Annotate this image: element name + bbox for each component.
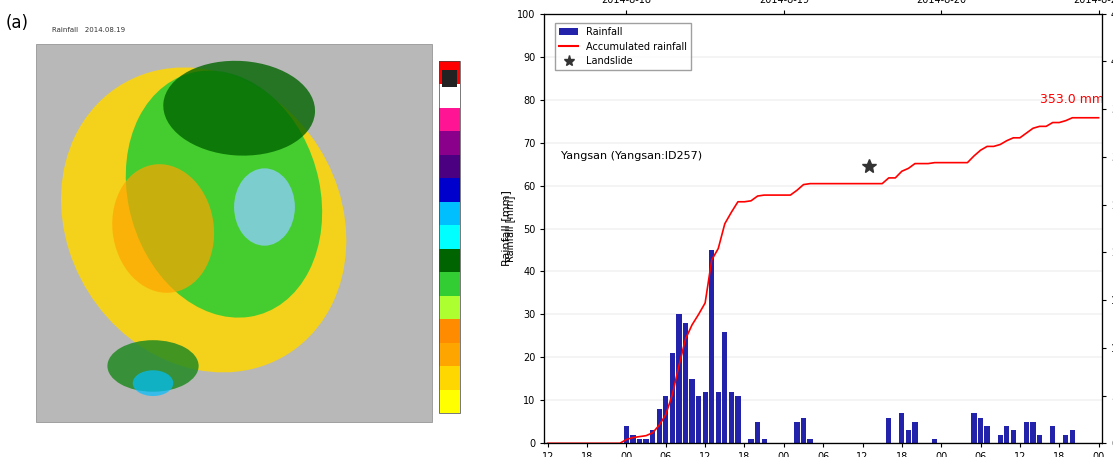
Bar [440, 225, 460, 249]
Bar [440, 296, 460, 319]
Bar [442, 69, 457, 87]
Bar [755, 422, 760, 443]
Bar [748, 439, 754, 443]
Bar [886, 418, 892, 443]
Bar [440, 343, 460, 366]
Bar [440, 85, 460, 108]
Bar [709, 250, 715, 443]
Bar [440, 178, 460, 202]
Bar [761, 439, 767, 443]
Ellipse shape [108, 340, 198, 392]
Bar [906, 430, 912, 443]
Bar [972, 413, 976, 443]
Bar [689, 379, 695, 443]
Bar [899, 413, 905, 443]
Legend: Rainfall, Accumulated rainfall, Landslide: Rainfall, Accumulated rainfall, Landslid… [555, 23, 691, 70]
Bar [702, 392, 708, 443]
Bar [795, 422, 799, 443]
Bar [1050, 426, 1055, 443]
Bar [722, 332, 728, 443]
Bar [440, 132, 460, 155]
Bar [440, 202, 460, 225]
Bar [657, 409, 662, 443]
Bar [637, 439, 642, 443]
Bar [807, 439, 812, 443]
Bar [932, 439, 937, 443]
Bar [729, 392, 733, 443]
Bar [1070, 430, 1075, 443]
Bar [440, 61, 460, 413]
Bar [663, 396, 669, 443]
Bar [801, 418, 806, 443]
Bar [643, 439, 649, 443]
Ellipse shape [61, 68, 346, 372]
Bar [978, 418, 983, 443]
Bar [440, 390, 460, 413]
Y-axis label: Rainfall [mm]: Rainfall [mm] [502, 191, 512, 266]
Bar [630, 435, 636, 443]
Bar [1031, 422, 1035, 443]
Ellipse shape [112, 164, 214, 293]
Bar [440, 366, 460, 390]
Bar [1011, 430, 1016, 443]
Ellipse shape [132, 370, 174, 396]
Bar [677, 314, 681, 443]
Bar [1004, 426, 1009, 443]
Ellipse shape [164, 61, 315, 156]
Bar [1037, 435, 1042, 443]
Text: 353.0 mm: 353.0 mm [1041, 93, 1104, 106]
Bar [683, 323, 688, 443]
Bar [650, 430, 656, 443]
Bar [440, 155, 460, 178]
Bar [440, 319, 460, 343]
Bar [440, 249, 460, 272]
Text: Rainfall   2014.08.19: Rainfall 2014.08.19 [51, 27, 125, 32]
Bar [1024, 422, 1030, 443]
Bar [1063, 435, 1068, 443]
Bar [623, 426, 629, 443]
Bar [997, 435, 1003, 443]
Bar [440, 272, 460, 296]
Bar [696, 396, 701, 443]
Bar [440, 61, 460, 85]
Bar [440, 108, 460, 132]
Ellipse shape [126, 71, 322, 318]
Bar [985, 426, 989, 443]
Text: (a): (a) [6, 14, 29, 32]
Text: Rainfall [mm]: Rainfall [mm] [505, 195, 515, 262]
Bar [913, 422, 917, 443]
Text: Yangsan (Yangsan:ID257): Yangsan (Yangsan:ID257) [561, 151, 702, 161]
Bar [736, 396, 740, 443]
Bar [670, 353, 674, 443]
Bar [716, 392, 721, 443]
FancyBboxPatch shape [37, 44, 432, 422]
Ellipse shape [234, 168, 295, 246]
